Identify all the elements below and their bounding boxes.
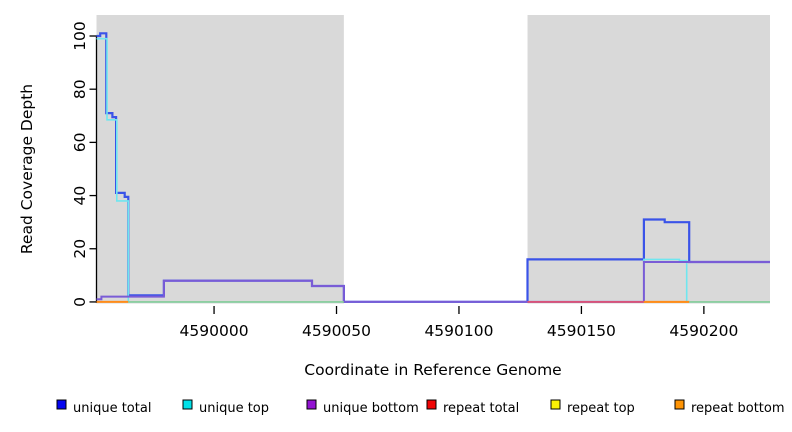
y-tick-label: 60 [71,133,89,153]
legend-label: unique bottom [323,401,419,416]
legend: unique total unique top unique bottom repea… [56,399,785,416]
legend-entry-unique-top: unique top [182,399,269,416]
legend-entry-repeat-top: repeat top [550,399,635,416]
shaded-region [96,15,344,304]
legend-swatch [306,399,317,410]
legend-entry-unique-total: unique total [56,399,151,416]
legend-label: repeat top [567,401,635,416]
axes: 0 20 40 60 80 100 4590000 4590050 4590100 4590150… [71,21,738,340]
y-tick-label: 20 [71,239,89,259]
legend-swatch [56,399,67,410]
legend-label: repeat total [443,401,519,416]
legend-entry-repeat-bottom: repeat bottom [674,399,785,416]
legend-entry-repeat-total: repeat total [426,399,519,416]
x-tick-label: 4590200 [669,322,738,340]
x-tick-label: 4590050 [302,322,371,340]
x-tick-label: 4590000 [180,322,249,340]
y-axis-title: Read Coverage Depth [18,84,36,254]
series-lines [96,32,770,303]
legend-swatch [674,399,685,410]
y-tick-label: 100 [71,21,89,51]
y-tick-label: 40 [71,186,89,206]
x-tick-label: 4590100 [424,322,493,340]
shaded-regions [96,15,770,304]
legend-label: unique total [73,401,151,416]
legend-swatch [550,399,561,410]
legend-swatch [426,399,437,410]
series-line-unique-bottom [96,261,770,303]
legend-entry-unique-bottom: unique bottom [306,399,419,416]
y-tick-label: 0 [71,297,89,307]
shaded-region [527,15,770,304]
x-axis-title: Coordinate in Reference Genome [304,361,561,379]
legend-swatch [182,399,193,410]
y-tick-label: 80 [71,79,89,99]
legend-label: repeat bottom [691,401,785,416]
legend-label: unique top [199,401,269,416]
x-tick-label: 4590150 [547,322,616,340]
